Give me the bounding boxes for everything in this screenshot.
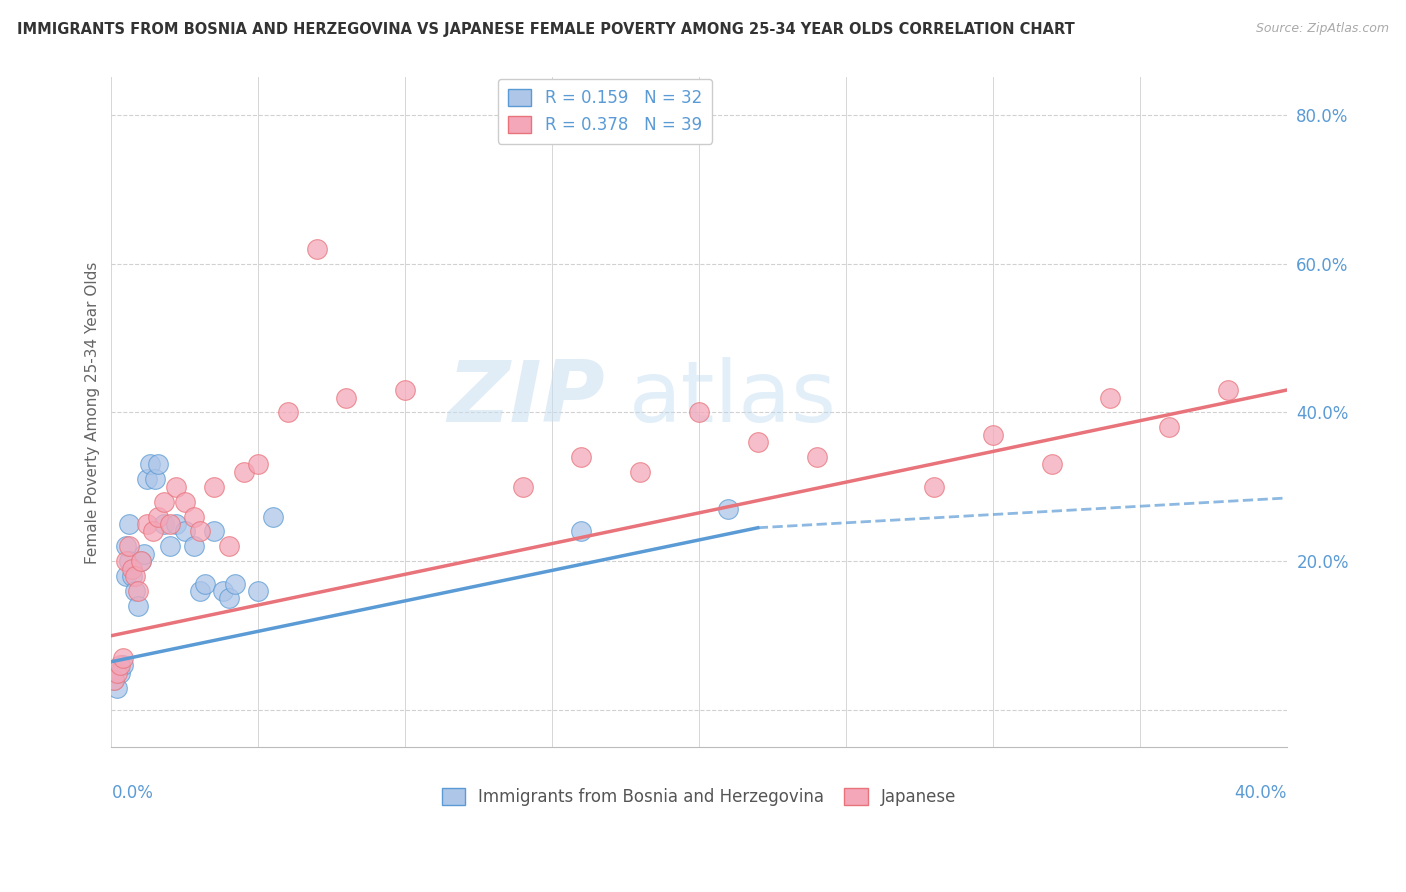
Point bbox=[173, 524, 195, 539]
Point bbox=[115, 554, 138, 568]
Point bbox=[571, 524, 593, 539]
Text: ZIP: ZIP bbox=[447, 358, 605, 441]
Point bbox=[118, 516, 141, 531]
Point bbox=[115, 540, 138, 554]
Point bbox=[202, 524, 225, 539]
Point bbox=[747, 435, 769, 450]
Point bbox=[159, 516, 181, 531]
Point bbox=[129, 554, 152, 568]
Point bbox=[394, 383, 416, 397]
Point bbox=[717, 502, 740, 516]
Point bbox=[127, 584, 149, 599]
Point bbox=[103, 673, 125, 688]
Point bbox=[135, 516, 157, 531]
Point bbox=[110, 658, 132, 673]
Point bbox=[194, 576, 217, 591]
Point bbox=[232, 465, 254, 479]
Point bbox=[571, 450, 593, 464]
Point bbox=[1099, 391, 1122, 405]
Point bbox=[118, 554, 141, 568]
Point bbox=[118, 540, 141, 554]
Point bbox=[124, 569, 146, 583]
Point bbox=[628, 465, 651, 479]
Point bbox=[148, 458, 170, 472]
Point bbox=[277, 405, 299, 419]
Point bbox=[153, 516, 176, 531]
Point bbox=[202, 480, 225, 494]
Point bbox=[512, 480, 534, 494]
Point bbox=[806, 450, 828, 464]
Text: atlas: atlas bbox=[628, 358, 837, 441]
Point bbox=[165, 480, 187, 494]
Legend: Immigrants from Bosnia and Herzegovina, Japanese: Immigrants from Bosnia and Herzegovina, … bbox=[434, 781, 963, 813]
Point bbox=[922, 480, 945, 494]
Point bbox=[188, 524, 211, 539]
Point bbox=[127, 599, 149, 613]
Point bbox=[132, 547, 155, 561]
Point bbox=[121, 562, 143, 576]
Point bbox=[1157, 420, 1180, 434]
Point bbox=[105, 665, 128, 680]
Point bbox=[307, 242, 329, 256]
Point bbox=[145, 472, 167, 486]
Point bbox=[1216, 383, 1239, 397]
Point bbox=[173, 494, 195, 508]
Point bbox=[129, 554, 152, 568]
Point bbox=[1040, 458, 1063, 472]
Point bbox=[218, 591, 240, 606]
Point bbox=[112, 651, 135, 665]
Point bbox=[183, 509, 205, 524]
Text: 40.0%: 40.0% bbox=[1234, 784, 1286, 802]
Point bbox=[148, 509, 170, 524]
Point bbox=[247, 584, 270, 599]
Point bbox=[138, 458, 160, 472]
Point bbox=[188, 584, 211, 599]
Point bbox=[103, 673, 125, 688]
Text: IMMIGRANTS FROM BOSNIA AND HERZEGOVINA VS JAPANESE FEMALE POVERTY AMONG 25-34 YE: IMMIGRANTS FROM BOSNIA AND HERZEGOVINA V… bbox=[17, 22, 1074, 37]
Point bbox=[112, 658, 135, 673]
Point bbox=[183, 540, 205, 554]
Point bbox=[981, 427, 1004, 442]
Text: 0.0%: 0.0% bbox=[111, 784, 153, 802]
Text: Source: ZipAtlas.com: Source: ZipAtlas.com bbox=[1256, 22, 1389, 36]
Point bbox=[688, 405, 710, 419]
Point bbox=[247, 458, 270, 472]
Point bbox=[218, 540, 240, 554]
Point bbox=[105, 681, 128, 695]
Point bbox=[141, 524, 163, 539]
Y-axis label: Female Poverty Among 25-34 Year Olds: Female Poverty Among 25-34 Year Olds bbox=[86, 261, 100, 564]
Point bbox=[110, 665, 132, 680]
Point bbox=[212, 584, 235, 599]
Point bbox=[115, 569, 138, 583]
Point bbox=[124, 584, 146, 599]
Point bbox=[153, 494, 176, 508]
Point bbox=[224, 576, 246, 591]
Point bbox=[159, 540, 181, 554]
Point bbox=[165, 516, 187, 531]
Point bbox=[335, 391, 357, 405]
Point bbox=[121, 569, 143, 583]
Point bbox=[135, 472, 157, 486]
Point bbox=[262, 509, 284, 524]
